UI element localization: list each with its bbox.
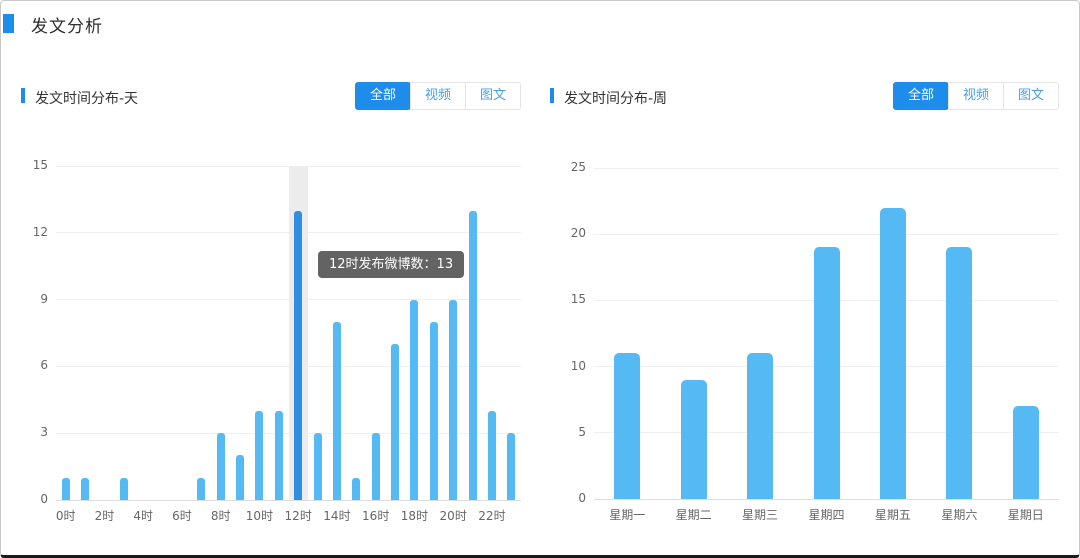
bar-day-18[interactable] xyxy=(410,299,419,500)
bar-week-3[interactable] xyxy=(813,247,840,499)
x-tick-label: 星期日 xyxy=(1007,508,1044,522)
bar-day-20[interactable] xyxy=(449,299,458,500)
bar-day-16[interactable] xyxy=(371,433,380,500)
panel-marker-icon xyxy=(550,88,554,103)
bar-day-14[interactable] xyxy=(332,321,341,500)
x-tick-label: 10时 xyxy=(245,509,274,523)
panel-header-day: 发文时间分布-天 全部 视频 图文 xyxy=(21,82,521,112)
bar-day-0[interactable] xyxy=(61,477,70,500)
bar-day-7[interactable] xyxy=(197,477,206,500)
bar-day-1[interactable] xyxy=(81,477,90,500)
bar-day-21[interactable] xyxy=(468,210,477,500)
x-tick-label: 6时 xyxy=(172,509,192,523)
filter-tab-group-day: 全部 视频 图文 xyxy=(355,82,521,110)
bar-day-12[interactable] xyxy=(294,210,303,500)
bar-day-17[interactable] xyxy=(391,344,400,500)
tab-day-1[interactable]: 视频 xyxy=(410,82,466,110)
bar-week-0[interactable] xyxy=(614,353,641,499)
chart-tooltip: 12时发布微博数：13 xyxy=(318,251,465,278)
x-tick-label: 星期四 xyxy=(808,508,845,522)
y-tick-label: 20 xyxy=(570,226,586,241)
bar-week-1[interactable] xyxy=(680,379,707,499)
bar-day-22[interactable] xyxy=(487,410,496,500)
bar-week-4[interactable] xyxy=(879,207,906,499)
panel-header-week: 发文时间分布-周 全部 视频 图文 xyxy=(550,82,1059,112)
chart-week-title: 发文时间分布-周 xyxy=(564,91,668,107)
plot-area-week xyxy=(594,167,1059,500)
tab-day-2[interactable]: 图文 xyxy=(465,82,521,110)
x-tick-label: 18时 xyxy=(400,509,429,523)
x-tick-label: 星期三 xyxy=(742,508,779,522)
x-tick-label: 20时 xyxy=(439,509,467,523)
bar-day-19[interactable] xyxy=(429,321,438,500)
x-tick-label: 星期六 xyxy=(941,508,978,522)
y-tick-label: 3 xyxy=(40,425,48,440)
page-title-marker xyxy=(3,14,14,33)
gridline xyxy=(594,498,1059,500)
x-tick-label: 星期二 xyxy=(675,508,712,522)
tab-week-0[interactable]: 全部 xyxy=(893,82,949,110)
bar-day-13[interactable] xyxy=(313,433,322,500)
y-tick-label: 15 xyxy=(32,158,48,172)
bar-day-11[interactable] xyxy=(274,410,283,500)
y-tick-label: 12 xyxy=(32,224,48,239)
x-tick-label: 14时 xyxy=(323,509,351,523)
chart-day-title: 发文时间分布-天 xyxy=(35,91,139,107)
bar-day-9[interactable] xyxy=(236,455,245,500)
bar-day-3[interactable] xyxy=(119,477,128,500)
filter-tab-group-week: 全部 视频 图文 xyxy=(893,82,1059,110)
bar-week-2[interactable] xyxy=(747,353,774,499)
y-tick-label: 25 xyxy=(570,160,586,174)
gridline xyxy=(56,499,521,501)
page-title: 发文分析 xyxy=(31,17,103,37)
bar-day-10[interactable] xyxy=(255,410,264,500)
x-tick-label: 2时 xyxy=(94,509,115,523)
gridline xyxy=(594,233,1059,235)
y-tick-label: 6 xyxy=(40,358,48,373)
y-tick-label: 10 xyxy=(570,358,586,373)
x-tick-label: 星期一 xyxy=(609,508,646,522)
bar-week-5[interactable] xyxy=(946,247,973,499)
bar-day-15[interactable] xyxy=(352,477,361,500)
x-tick-label: 0时 xyxy=(55,509,76,523)
x-tick-label: 4时 xyxy=(133,509,153,523)
bar-day-23[interactable] xyxy=(507,433,516,500)
bar-day-8[interactable] xyxy=(216,433,225,500)
x-tick-label: 星期五 xyxy=(874,508,911,522)
plot-area-day xyxy=(56,165,521,501)
tab-day-0[interactable]: 全部 xyxy=(355,82,411,110)
y-tick-label: 15 xyxy=(570,292,586,307)
tab-week-2[interactable]: 图文 xyxy=(1003,82,1059,110)
y-tick-label: 9 xyxy=(40,291,48,306)
x-tick-label: 16时 xyxy=(362,509,390,523)
bar-week-6[interactable] xyxy=(1012,406,1039,499)
tab-week-1[interactable]: 视频 xyxy=(948,82,1004,110)
panel-marker-icon xyxy=(21,88,25,103)
y-tick-label: 5 xyxy=(578,424,586,439)
y-tick-label: 0 xyxy=(578,491,586,505)
x-tick-label: 8时 xyxy=(210,509,231,523)
x-tick-label: 22时 xyxy=(478,509,506,523)
gridline xyxy=(594,167,1059,169)
x-tick-label: 12时 xyxy=(284,509,312,523)
y-tick-label: 0 xyxy=(40,492,48,506)
